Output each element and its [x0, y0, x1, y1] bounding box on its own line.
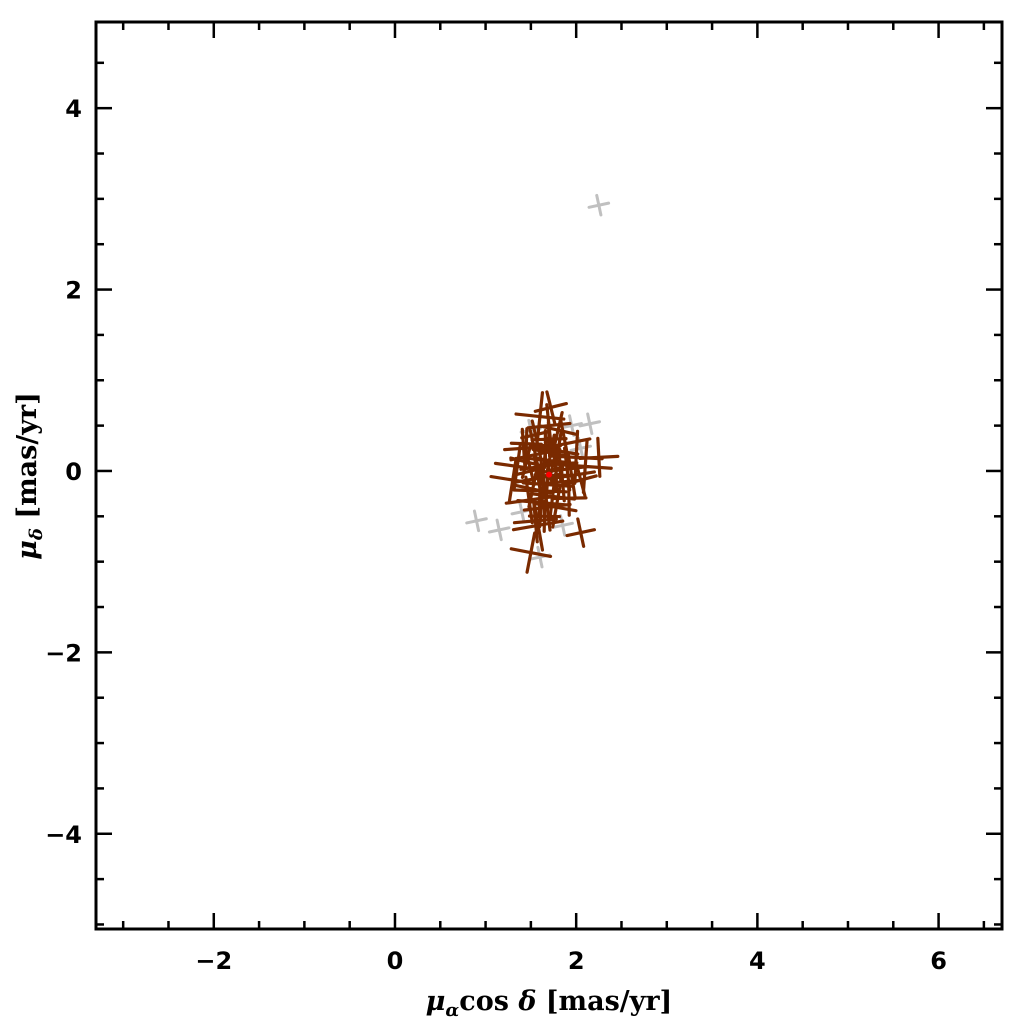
member-star-marker [557, 438, 613, 494]
markers [465, 193, 620, 574]
x-axis-label-symbol: μ [426, 986, 446, 1017]
member-star-marker [514, 391, 566, 443]
field-star-marker [487, 518, 511, 542]
field-star-marker [587, 193, 611, 217]
field-star-marker [465, 509, 488, 533]
member-star-marker [539, 417, 592, 470]
y-axis-label-subscript: δ [26, 528, 47, 541]
field-star-marker [578, 412, 602, 436]
y-tick-label: −2 [45, 639, 82, 667]
y-tick-label: −4 [45, 821, 82, 849]
member-star-marker [503, 427, 545, 469]
x-axis-label-cos: cos [459, 986, 518, 1017]
y-axis-label: μδ [mas/yr] [12, 392, 47, 560]
x-axis-label: μαcos δ [mas/yr] [426, 986, 673, 1021]
y-axis-label-symbol: μ [12, 540, 43, 560]
x-axis-label-delta: δ [517, 986, 536, 1017]
y-tick-label: 2 [65, 277, 82, 305]
member-star-marker [522, 482, 572, 532]
y-tick-label: 4 [65, 95, 82, 123]
x-axis-label-unit: [mas/yr] [536, 986, 672, 1017]
member-star-marker [538, 411, 578, 450]
x-tick-label: 4 [749, 947, 766, 975]
cluster-center-marker [546, 471, 552, 478]
x-tick-labels: −2 0 2 4 6 [195, 947, 947, 975]
x-tick-label: −2 [195, 947, 232, 975]
plot-frame [94, 20, 1004, 931]
member-star-marker [509, 531, 553, 574]
x-axis-label-subscript: α [445, 1000, 459, 1021]
member-star-marker [550, 479, 588, 517]
member-star-marker [489, 456, 537, 504]
member-star-marker [509, 427, 543, 461]
y-axis-label-unit: [mas/yr] [12, 392, 43, 528]
x-tick-label: 0 [387, 947, 404, 975]
field-star-marker [551, 514, 574, 537]
member-star-marker [533, 390, 568, 425]
y-tick-label: 0 [65, 458, 82, 486]
member-star-marker [504, 475, 554, 525]
x-tick-label: 2 [568, 947, 585, 975]
member-star-marker [526, 403, 572, 449]
y-tick-labels: −4 −2 0 2 4 [45, 95, 82, 849]
x-tick-label: 6 [930, 947, 947, 975]
member-star-marker [565, 517, 597, 548]
